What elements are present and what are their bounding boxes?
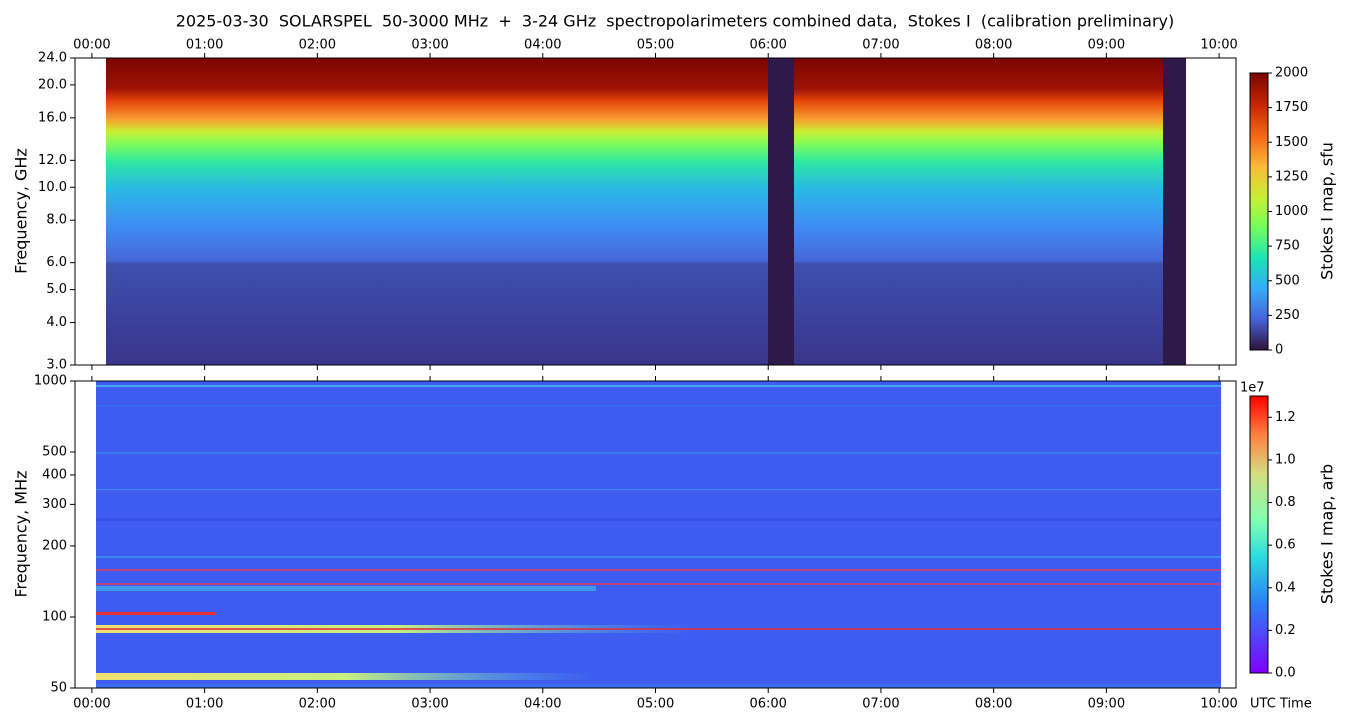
colorbar-offset-text: 1e7 [1240,381,1265,396]
x-tick-label: 09:00 [1088,38,1125,53]
x-tick-label: 06:00 [749,38,786,53]
colorbar-tick-label: 1500 [1275,135,1308,150]
colorbar-tick-label: 0.0 [1275,666,1296,681]
y-tick-label: 5.0 [46,282,67,297]
heatmap-image [96,58,1221,688]
colorbar-tick-label: 0.6 [1275,538,1296,553]
x-tick-label: 00:00 [73,697,110,712]
x-axis-label: UTC Time [1250,697,1312,712]
x-tick-label: 00:00 [73,38,110,53]
y-tick-label: 4.0 [46,315,67,330]
y-tick-label: 3.0 [46,358,67,373]
y-tick-label: 16.0 [38,110,67,125]
x-tick-label: 05:00 [637,697,674,712]
y-tick-label: 24.0 [38,51,67,66]
colorbar-tick-label: 500 [1275,273,1300,288]
y-tick-label: 20.0 [38,77,67,92]
x-tick-label: 02:00 [299,38,336,53]
colorbar-tick-label: 1750 [1275,100,1308,115]
colorbar [1249,72,1269,351]
x-tick-label: 03:00 [411,38,448,53]
x-tick-label: 10:00 [1200,38,1237,53]
y-tick-label: 10.0 [38,180,67,195]
y-tick-label: 300 [42,497,67,512]
y-axis-label: Frequency, MHz [12,470,31,597]
x-tick-label: 09:00 [1088,697,1125,712]
x-tick-label: 05:00 [637,38,674,53]
x-tick-label: 03:00 [411,697,448,712]
y-tick-label: 1000 [34,374,67,389]
y-tick-label: 100 [42,609,67,624]
y-tick-label: 200 [42,538,67,553]
colorbar-tick-label: 250 [1275,308,1300,323]
colorbar-label: Stokes I map, sfu [1318,142,1337,280]
colorbar-tick-label: 1.2 [1275,410,1296,425]
y-axis-label: Frequency, GHz [12,148,31,274]
y-tick-label: 8.0 [46,213,67,228]
x-tick-label: 06:00 [749,697,786,712]
y-tick-label: 400 [42,467,67,482]
x-tick-label: 07:00 [862,38,899,53]
x-tick-label: 04:00 [524,697,561,712]
x-tick-label: 04:00 [524,38,561,53]
colorbar-tick-label: 0.8 [1275,495,1296,510]
colorbar [1249,395,1269,674]
colorbar-tick-label: 2000 [1275,66,1308,81]
x-tick-label: 08:00 [975,697,1012,712]
y-tick-label: 50 [50,681,67,696]
y-tick-label: 6.0 [46,255,67,270]
x-tick-label: 08:00 [975,38,1012,53]
colorbar-tick-label: 1250 [1275,169,1308,184]
y-tick-label: 12.0 [38,153,67,168]
x-tick-label: 10:00 [1200,697,1237,712]
chart-title: 2025-03-30 SOLARSPEL 50-3000 MHz + 3-24 … [176,12,1175,31]
colorbar-tick-label: 0 [1275,343,1283,358]
x-tick-label: 07:00 [862,697,899,712]
y-tick-label: 500 [42,445,67,460]
x-tick-label: 01:00 [186,38,223,53]
x-tick-label: 02:00 [299,697,336,712]
colorbar-tick-label: 750 [1275,239,1300,254]
colorbar-tick-label: 1000 [1275,204,1308,219]
colorbar-label: Stokes I map, arb [1318,464,1337,604]
colorbar-tick-label: 0.4 [1275,580,1296,595]
colorbar-tick-label: 0.2 [1275,623,1296,638]
x-tick-label: 01:00 [186,697,223,712]
colorbar-tick-label: 1.0 [1275,452,1296,467]
